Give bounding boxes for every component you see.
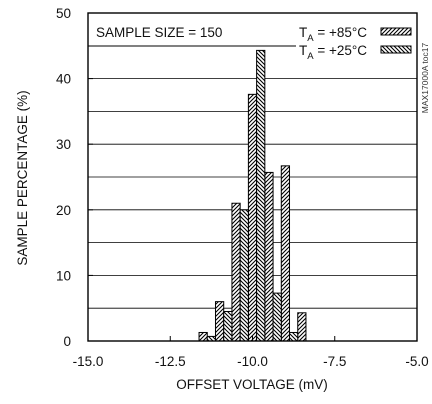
legend-label-85c: TA = +85°C xyxy=(299,25,367,44)
legend-entry-25c: TA = +25°C xyxy=(299,43,412,62)
y-tick-label: 50 xyxy=(56,6,71,21)
y-tick-label: 30 xyxy=(56,137,71,152)
bar-series1 xyxy=(280,165,291,342)
bar-series2 xyxy=(289,331,299,342)
bar-series1 xyxy=(297,312,307,342)
watermark-label: MAX17000A toc17 xyxy=(420,43,430,114)
bar-series1 xyxy=(231,202,241,342)
bar-series1 xyxy=(264,171,274,342)
bar-series2 xyxy=(272,292,282,342)
sample-size-annotation: SAMPLE SIZE = 150 xyxy=(96,25,222,40)
bar-series1 xyxy=(247,93,258,342)
x-tick-label: -10.0 xyxy=(237,354,268,369)
y-axis-title: SAMPLE PERCENTAGE (%) xyxy=(15,90,30,265)
y-tick-label: 10 xyxy=(56,268,71,283)
legend-swatch-85c xyxy=(380,27,412,36)
legend-label-25c: TA = +25°C xyxy=(299,43,367,62)
x-tick-label: -12.5 xyxy=(155,354,186,369)
bar-series1 xyxy=(214,301,225,342)
y-tick-label: 0 xyxy=(63,334,71,349)
bar-series2 xyxy=(223,310,233,342)
legend: TA = +85°C TA = +25°C xyxy=(299,25,412,62)
y-tick-label: 20 xyxy=(56,203,71,218)
bar-series2 xyxy=(256,49,266,342)
legend-swatch-25c xyxy=(380,45,412,54)
bar-series1 xyxy=(198,331,208,342)
histogram-bars xyxy=(198,49,307,342)
axis-ticks: -15.0 -12.5 -10.0 -7.5 -5.0 0 10 20 30 40 50 xyxy=(56,6,429,369)
legend-entry-85c: TA = +85°C xyxy=(299,25,412,44)
y-tick-label: 40 xyxy=(56,72,71,87)
x-axis-title: OFFSET VOLTAGE (mV) xyxy=(176,377,328,392)
bar-series2 xyxy=(239,209,249,342)
x-tick-label: -7.5 xyxy=(323,354,346,369)
x-tick-label: -15.0 xyxy=(73,354,104,369)
x-tick-label: -5.0 xyxy=(405,354,428,369)
